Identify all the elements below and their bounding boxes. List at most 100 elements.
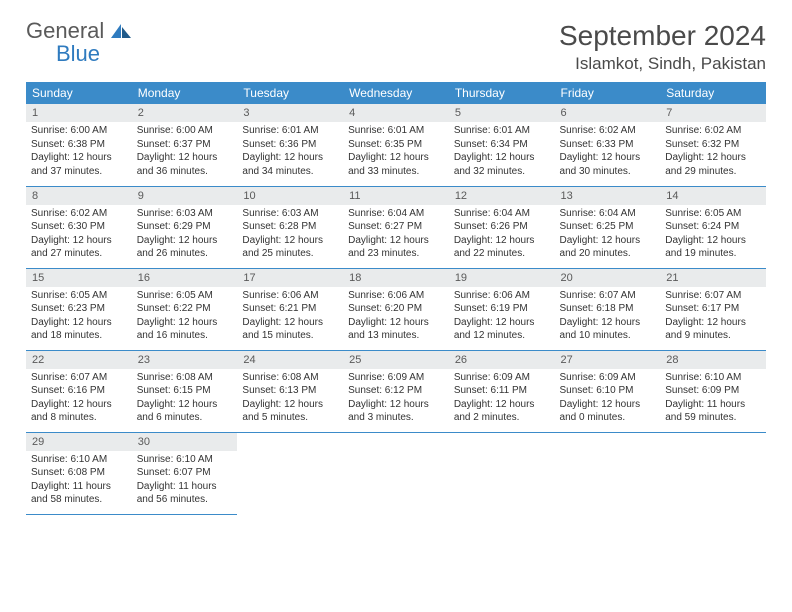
day-number: 17	[237, 269, 343, 287]
sunset-text: Sunset: 6:13 PM	[242, 385, 316, 396]
calendar-cell	[237, 432, 343, 514]
day-number: 10	[237, 187, 343, 205]
day-number: 6	[555, 104, 661, 122]
day-number: 18	[343, 269, 449, 287]
daylight-text: Daylight: 12 hours and 27 minutes.	[31, 235, 112, 260]
day-info: Sunrise: 6:04 AMSunset: 6:26 PMDaylight:…	[449, 205, 555, 265]
sunset-text: Sunset: 6:34 PM	[454, 139, 528, 150]
sunrise-text: Sunrise: 6:07 AM	[560, 290, 636, 301]
sunset-text: Sunset: 6:36 PM	[242, 139, 316, 150]
calendar-cell	[555, 432, 661, 514]
sunrise-text: Sunrise: 6:09 AM	[348, 372, 424, 383]
day-info: Sunrise: 6:06 AMSunset: 6:20 PMDaylight:…	[343, 287, 449, 347]
day-number: 24	[237, 351, 343, 369]
daylight-text: Daylight: 11 hours and 58 minutes.	[31, 481, 111, 506]
logo-text-wrap: General Blue	[26, 20, 131, 66]
calendar-cell: 1Sunrise: 6:00 AMSunset: 6:38 PMDaylight…	[26, 104, 132, 186]
day-info: Sunrise: 6:04 AMSunset: 6:25 PMDaylight:…	[555, 205, 661, 265]
weekday-saturday: Saturday	[660, 82, 766, 104]
daylight-text: Daylight: 12 hours and 2 minutes.	[454, 399, 535, 424]
sunset-text: Sunset: 6:30 PM	[31, 221, 105, 232]
day-info: Sunrise: 6:05 AMSunset: 6:22 PMDaylight:…	[132, 287, 238, 347]
sunset-text: Sunset: 6:15 PM	[137, 385, 211, 396]
sunset-text: Sunset: 6:21 PM	[242, 303, 316, 314]
day-info: Sunrise: 6:10 AMSunset: 6:07 PMDaylight:…	[132, 451, 238, 511]
day-number: 16	[132, 269, 238, 287]
sunrise-text: Sunrise: 6:09 AM	[560, 372, 636, 383]
calendar-week-row: 1 Sunrise: 6:00 AM Sunset: 6:38 PM Daylight…	[26, 104, 766, 186]
daylight-text: Daylight: 12 hours and 10 minutes.	[560, 317, 641, 342]
day-info: Sunrise: 6:09 AMSunset: 6:11 PMDaylight:…	[449, 369, 555, 429]
day-info: Sunrise: 6:00 AMSunset: 6:38 PMDaylight:…	[26, 122, 132, 182]
daylight-text: Daylight: 12 hours and 23 minutes.	[348, 235, 429, 260]
calendar-cell: 13Sunrise: 6:04 AMSunset: 6:25 PMDayligh…	[555, 186, 661, 268]
weekday-tuesday: Tuesday	[237, 82, 343, 104]
sunset-text: Sunset: 6:18 PM	[560, 303, 634, 314]
sunset-text: Sunset: 6:22 PM	[137, 303, 211, 314]
sunrise-text: Sunrise: 6:02 AM	[665, 125, 741, 136]
day-number: 20	[555, 269, 661, 287]
day-number: 21	[660, 269, 766, 287]
sunrise-text: Sunrise: 6:06 AM	[242, 290, 318, 301]
weekday-friday: Friday	[555, 82, 661, 104]
calendar-cell: 20 Sunrise: 6:07 AM Sunset: 6:18 PM Dayligh…	[555, 268, 661, 350]
sunset-text: Sunset: 6:38 PM	[31, 139, 105, 150]
day-number: 11	[343, 187, 449, 205]
daylight-text: Daylight: 12 hours and 3 minutes.	[348, 399, 429, 424]
sunrise-text: Sunrise: 6:01 AM	[348, 125, 424, 136]
day-number: 1	[26, 104, 132, 122]
weekday-header-row: Sunday Monday Tuesday Wednesday Thursday…	[26, 82, 766, 104]
sunrise-text: Sunrise: 6:04 AM	[348, 208, 424, 219]
day-number: 7	[660, 104, 766, 122]
day-number: 26	[449, 351, 555, 369]
sunrise-text: Sunrise: 6:00 AM	[31, 125, 107, 136]
calendar-cell: 16Sunrise: 6:05 AMSunset: 6:22 PMDayligh…	[132, 268, 238, 350]
calendar-week-row: 15Sunrise: 6:05 AMSunset: 6:23 PMDayligh…	[26, 268, 766, 350]
day-info: Sunrise: 6:01 AMSunset: 6:34 PMDaylight:…	[449, 122, 555, 182]
day-info: Sunrise: 6:03 AMSunset: 6:28 PMDaylight:…	[237, 205, 343, 265]
calendar-cell: 5Sunrise: 6:01 AMSunset: 6:34 PMDaylight…	[449, 104, 555, 186]
logo: General Blue	[26, 20, 131, 66]
daylight-text: Daylight: 12 hours and 15 minutes.	[242, 317, 323, 342]
daylight-text: Daylight: 12 hours and 33 minutes.	[348, 152, 429, 177]
calendar-cell: 23Sunrise: 6:08 AMSunset: 6:15 PMDayligh…	[132, 350, 238, 432]
sunrise-text: Sunrise: 6:10 AM	[665, 372, 741, 383]
sunrise-text: Sunrise: 6:08 AM	[242, 372, 318, 383]
sunset-text: Sunset: 6:19 PM	[454, 303, 528, 314]
weekday-wednesday: Wednesday	[343, 82, 449, 104]
calendar-cell: 2Sunrise: 6:00 AMSunset: 6:37 PMDaylight…	[132, 104, 238, 186]
day-info: Sunrise: 6:05 AMSunset: 6:23 PMDaylight:…	[26, 287, 132, 347]
sunrise-text: Sunrise: 6:07 AM	[665, 290, 741, 301]
sunset-text: Sunset: 6:29 PM	[137, 221, 211, 232]
daylight-text: Daylight: 12 hours and 5 minutes.	[242, 399, 323, 424]
calendar-cell: 15Sunrise: 6:05 AMSunset: 6:23 PMDayligh…	[26, 268, 132, 350]
day-number: 28	[660, 351, 766, 369]
sunset-text: Sunset: 6:11 PM	[454, 385, 527, 396]
daylight-text: Daylight: 12 hours and 18 minutes.	[31, 317, 112, 342]
day-info: Sunrise: 6:02 AMSunset: 6:30 PMDaylight:…	[26, 205, 132, 265]
day-info: Sunrise: 6:03 AMSunset: 6:29 PMDaylight:…	[132, 205, 238, 265]
calendar-cell: 27Sunrise: 6:09 AMSunset: 6:10 PMDayligh…	[555, 350, 661, 432]
day-info: Sunrise: 6:01 AMSunset: 6:35 PMDaylight:…	[343, 122, 449, 182]
day-info: Sunrise: 6:08 AM Sunset: 6:13 PM Daylight:…	[237, 369, 343, 429]
sunrise-text: Sunrise: 6:08 AM	[137, 372, 213, 383]
calendar-cell: 19Sunrise: 6:06 AMSunset: 6:19 PMDayligh…	[449, 268, 555, 350]
calendar-cell: 28Sunrise: 6:10 AMSunset: 6:09 PMDayligh…	[660, 350, 766, 432]
sunrise-text: Sunrise: 6:06 AM	[454, 290, 530, 301]
sunrise-text: Sunrise: 6:03 AM	[242, 208, 318, 219]
daylight-text: Daylight: 12 hours and 12 minutes.	[454, 317, 535, 342]
calendar-week-row: 8Sunrise: 6:02 AMSunset: 6:30 PMDaylight…	[26, 186, 766, 268]
calendar-cell: 17 Sunrise: 6:06 AM Sunset: 6:21 PM Dayligh…	[237, 268, 343, 350]
day-number: 3	[237, 104, 343, 122]
daylight-text: Daylight: 12 hours and 30 minutes.	[560, 152, 641, 177]
sunrise-text: Sunrise: 6:05 AM	[137, 290, 213, 301]
day-number: 2	[132, 104, 238, 122]
sunrise-text: Sunrise: 6:06 AM	[348, 290, 424, 301]
calendar-body: 1 Sunrise: 6:00 AM Sunset: 6:38 PM Daylight…	[26, 104, 766, 514]
sunset-text: Sunset: 6:24 PM	[665, 221, 739, 232]
title-block: September 2024 Islamkot, Sindh, Pakistan	[559, 20, 766, 74]
daylight-text: Daylight: 12 hours and 19 minutes.	[665, 235, 746, 260]
day-info: Sunrise: 6:10 AMSunset: 6:09 PMDaylight:…	[660, 369, 766, 429]
day-number: 12	[449, 187, 555, 205]
daylight-text: Daylight: 12 hours and 32 minutes.	[454, 152, 535, 177]
